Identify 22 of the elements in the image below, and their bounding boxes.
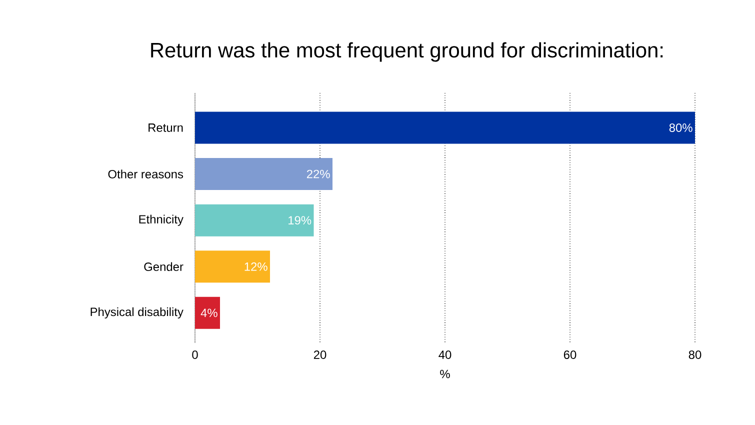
x-axis-title: % [440,370,450,378]
x-tick-label: 0 [192,350,198,359]
data-label: 4% [200,308,218,318]
bar [195,296,220,329]
bar [195,204,314,236]
x-tick-label: 20 [314,350,326,359]
y-tick-label: Ethnicity [139,214,184,226]
bar [195,158,332,190]
data-label: 80% [669,123,692,132]
chart-title: Return was the most frequent ground for discrimination: [151,42,663,62]
x-tick-label: 80 [688,350,702,359]
bar [195,250,270,283]
y-tick-label: Return [148,124,183,132]
bar [195,112,695,144]
x-tick-label: 60 [564,350,576,359]
data-label: 22% [306,170,330,178]
data-label: 12% [244,262,268,271]
y-tick-label: Other reasons [108,170,184,178]
data-label: 19% [288,216,312,225]
y-tick-label: Gender [144,262,184,271]
x-tick-label: 40 [438,350,452,359]
y-tick-label: Physical disability [90,307,184,318]
